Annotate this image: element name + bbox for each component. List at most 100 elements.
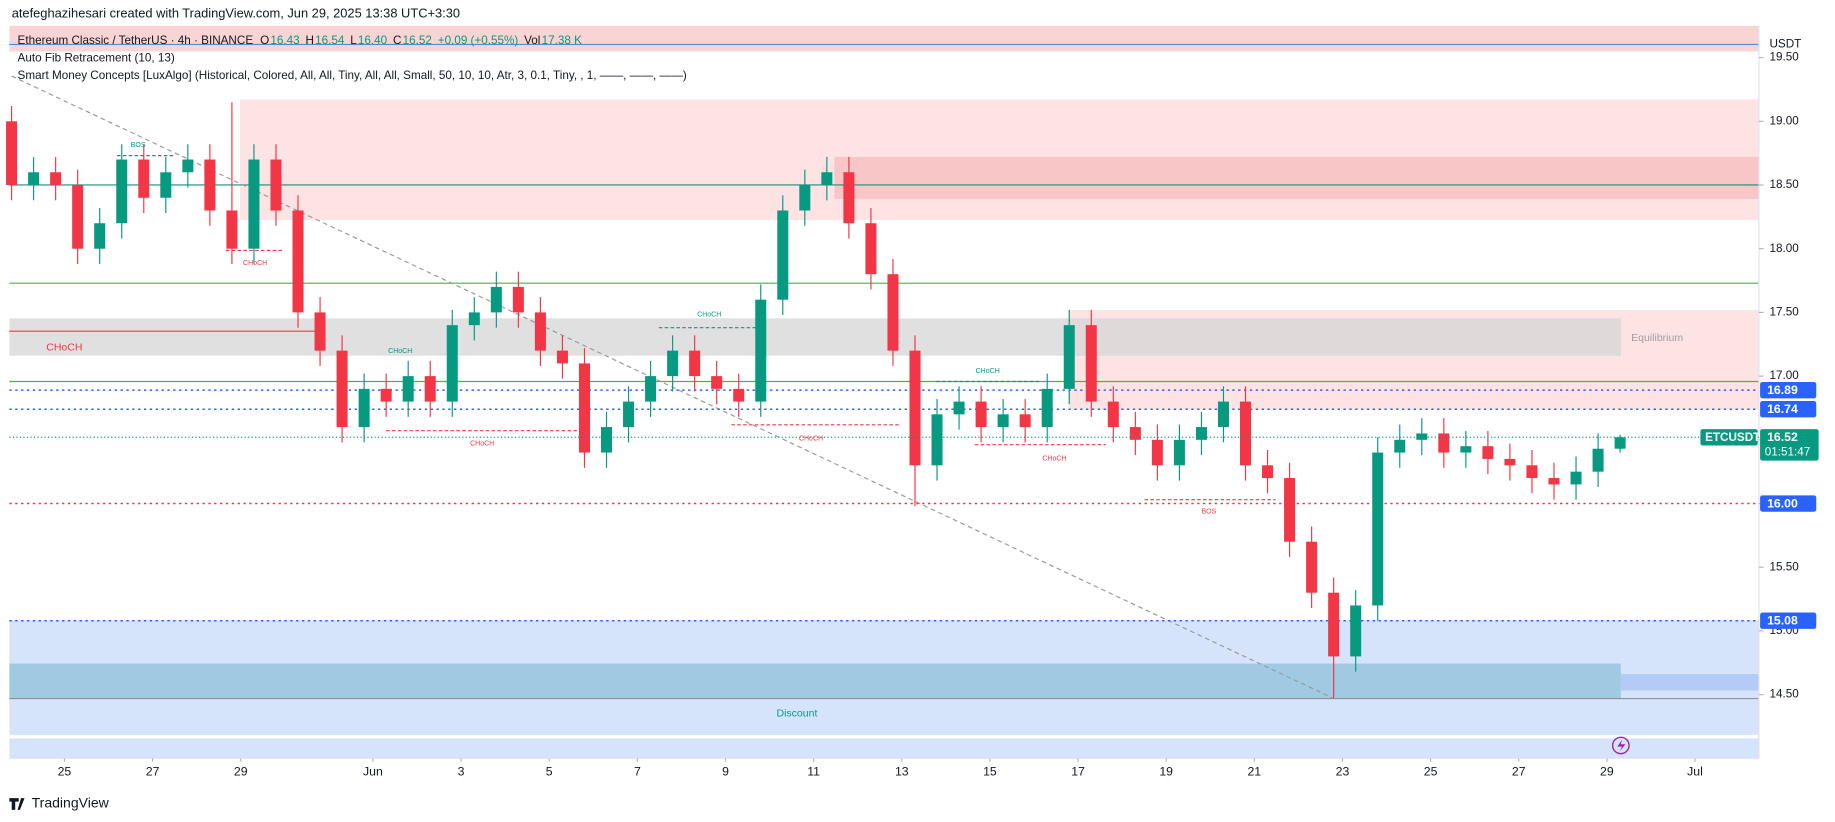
candle-body	[1482, 446, 1494, 459]
candle-body	[1107, 401, 1119, 428]
candle-body	[667, 350, 679, 377]
legend-value: O	[260, 34, 269, 47]
legend-value: H	[306, 34, 314, 47]
candle-body	[799, 185, 811, 211]
x-tick-label: 7	[634, 765, 641, 779]
brand-logo	[9, 798, 25, 810]
candle-body	[468, 312, 480, 326]
y-tick-label: 19.50	[1769, 51, 1799, 64]
x-tick-label: 25	[1424, 765, 1438, 779]
price-label: 16.00	[1767, 496, 1798, 510]
candle-body	[50, 172, 62, 186]
candle-body	[314, 312, 326, 351]
candle-body	[843, 172, 855, 224]
legend-value: 16.40	[358, 34, 388, 47]
candle-body	[1394, 439, 1406, 453]
price-label: 15.08	[1767, 614, 1798, 628]
alert-icon[interactable]	[1611, 736, 1630, 755]
candle-body	[953, 401, 965, 415]
candle-body	[733, 388, 745, 402]
candle-body	[292, 210, 304, 313]
candle-body	[138, 159, 150, 198]
indicator: Smart Money Concepts [LuxAlgo] (Historic…	[18, 69, 687, 82]
candle-body	[1614, 437, 1626, 449]
candle-body	[402, 376, 414, 402]
price-label-box	[1760, 495, 1817, 512]
x-tick-label: 3	[458, 765, 465, 779]
candle-body	[28, 172, 40, 186]
last-price-box	[1760, 429, 1819, 461]
zones	[9, 25, 1759, 759]
candle-body	[821, 172, 833, 186]
candle-body	[94, 223, 106, 249]
candle-body	[1284, 478, 1296, 542]
x-tick-label: 13	[895, 765, 909, 779]
x-tick-label: 27	[1512, 765, 1526, 779]
candle-body	[645, 376, 657, 402]
candle-body	[72, 185, 84, 249]
candle-body	[777, 210, 789, 300]
candle-body	[623, 401, 635, 428]
candle-body	[446, 325, 458, 402]
candle-body	[1151, 439, 1163, 466]
candle-body	[1240, 401, 1252, 466]
annotation: CHoCH	[697, 312, 721, 319]
candle-body	[182, 159, 194, 173]
candle-body	[160, 172, 172, 198]
y-tick-label: 17.50	[1769, 306, 1799, 319]
equilibrium-zone	[9, 318, 1621, 356]
candle-body	[1085, 325, 1097, 402]
candle-body	[975, 401, 987, 428]
candle-body	[336, 350, 348, 428]
candle-body	[204, 159, 216, 211]
discount-zone	[9, 738, 1759, 759]
annotation: CHoCH	[799, 436, 823, 443]
legend-value: L	[350, 34, 357, 47]
legend-value: 16.43	[270, 34, 299, 47]
x-tick-label: 5	[546, 765, 553, 779]
y-tick-label: 14.50	[1769, 688, 1799, 701]
candle-body	[512, 286, 524, 313]
legend-value: 17.38 K	[542, 34, 582, 47]
candle-body	[1262, 465, 1274, 479]
candle-body	[887, 274, 899, 351]
candle-body	[1019, 414, 1031, 428]
x-tick-label: 25	[58, 765, 72, 779]
candle-body	[1416, 433, 1428, 440]
annotation: CHoCH	[243, 260, 267, 267]
x-tick-label: 9	[722, 765, 729, 779]
candle-body	[865, 223, 877, 275]
price-label: 16.89	[1767, 383, 1798, 397]
x-tick-label: 19	[1159, 765, 1173, 779]
brand: TradingView	[32, 795, 110, 811]
y-tick-label: 15.50	[1769, 560, 1799, 573]
annotation: CHoCH	[470, 440, 494, 447]
y-tick-label: 19.00	[1769, 114, 1799, 127]
x-tick-label: 17	[1071, 765, 1085, 779]
x-tick-label: 27	[146, 765, 160, 779]
symbol-box	[1700, 429, 1758, 446]
candle-body	[909, 350, 921, 466]
candle-body	[578, 363, 590, 453]
candle-body	[1173, 439, 1185, 466]
credit: atefeghazihesari created with TradingVie…	[12, 5, 460, 20]
legend-value: 16.54	[315, 34, 345, 47]
legend-value: 16.52	[403, 34, 432, 47]
candle-body	[116, 159, 128, 224]
candle-body	[1592, 448, 1604, 472]
symbol-label: ETCUSDT	[1705, 431, 1761, 444]
annotation: CHoCH	[976, 368, 1000, 375]
annotation: CHoCH	[388, 348, 412, 355]
x-tick-label: 29	[234, 765, 248, 779]
candle-body	[997, 414, 1009, 428]
y-tick-label: 18.00	[1769, 242, 1799, 255]
candle-body	[1328, 592, 1340, 657]
candle-body	[931, 414, 943, 466]
x-tick-label: 11	[807, 765, 820, 779]
candle-body	[1195, 427, 1207, 440]
price-label: 16.74	[1767, 402, 1798, 416]
candle-body	[380, 388, 392, 402]
candle-body	[601, 427, 613, 453]
annotation: BOS	[131, 142, 146, 149]
